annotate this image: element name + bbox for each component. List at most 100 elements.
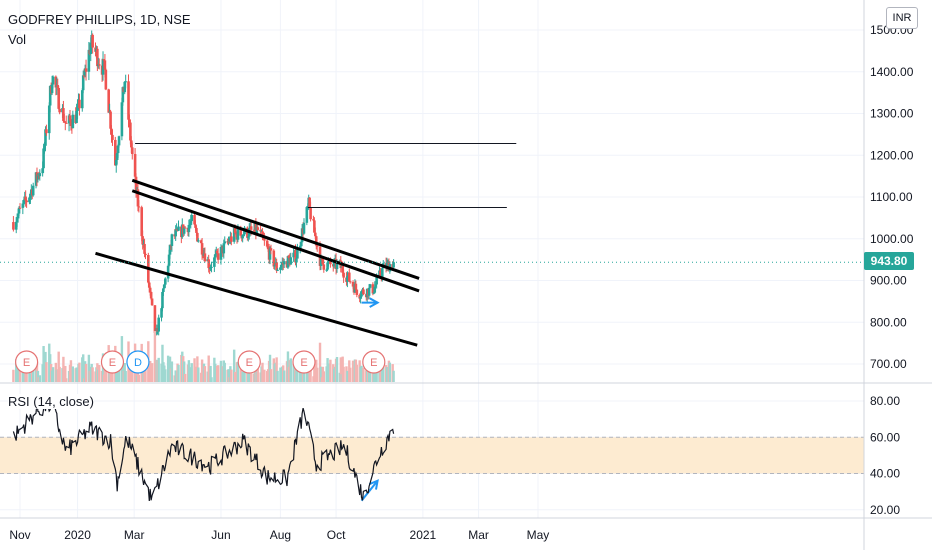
candle-body xyxy=(341,265,344,273)
volume-bar xyxy=(124,370,127,382)
candle-body xyxy=(21,203,25,208)
event-marker: E xyxy=(237,350,261,374)
volume-bar xyxy=(18,369,22,382)
candle-body xyxy=(43,145,46,149)
candle-body xyxy=(239,228,243,236)
volume-bar xyxy=(275,357,278,382)
candle-body xyxy=(64,122,68,124)
volume-bar xyxy=(319,366,323,382)
volume-bar xyxy=(286,351,290,382)
candle-body xyxy=(12,222,15,230)
event-marker: E xyxy=(15,350,39,374)
candle-body xyxy=(223,241,227,244)
candle-body xyxy=(31,185,35,196)
candle-body xyxy=(128,119,131,123)
candle-body xyxy=(190,215,194,222)
time-axis-tick: 2020 xyxy=(64,528,91,542)
candle-body xyxy=(29,193,32,198)
volume-bar xyxy=(362,367,365,382)
candle-body xyxy=(62,108,65,121)
candle-body xyxy=(300,228,304,243)
volume-bar xyxy=(203,366,207,382)
event-marker: E xyxy=(362,350,386,374)
volume-bar xyxy=(64,365,67,382)
candle-body xyxy=(58,108,61,113)
volume-bar xyxy=(51,367,55,382)
volume-bar xyxy=(375,366,378,382)
candle-body xyxy=(168,244,172,255)
candle-body xyxy=(241,234,244,239)
volume-bar xyxy=(214,363,217,382)
candle-body xyxy=(372,292,376,294)
candle-body xyxy=(78,99,81,109)
volume-bar xyxy=(219,360,223,382)
volume-bar xyxy=(316,367,319,382)
candle-body xyxy=(45,129,48,134)
candle-body xyxy=(166,265,170,279)
candle-body xyxy=(183,227,187,229)
volume-bar xyxy=(388,362,392,382)
candle-body xyxy=(320,258,324,260)
time-axis-tick: Oct xyxy=(327,528,346,542)
candle-body xyxy=(266,246,270,250)
candle-body xyxy=(116,145,120,154)
volume-bar xyxy=(223,362,226,382)
candle-body xyxy=(210,266,213,268)
candle-body xyxy=(246,227,249,238)
candle-body xyxy=(163,278,167,285)
candle-body xyxy=(314,236,318,246)
candle-body xyxy=(322,264,326,270)
volume-bar xyxy=(32,368,35,382)
volume-bar xyxy=(87,354,91,382)
volume-bar xyxy=(197,367,200,382)
candle-body xyxy=(367,287,371,296)
candle-body xyxy=(286,256,290,268)
candle-body xyxy=(42,148,45,169)
candle-body xyxy=(375,277,378,285)
candle-body xyxy=(143,243,146,254)
candle-body xyxy=(153,305,157,333)
currency-button[interactable]: INR xyxy=(886,7,918,29)
event-marker-circle xyxy=(362,350,386,374)
candle-body xyxy=(287,256,291,258)
candle-body xyxy=(379,270,382,276)
candle-body xyxy=(296,248,299,259)
candle-body xyxy=(219,246,223,260)
candle-body xyxy=(107,89,110,113)
volume-bar xyxy=(25,371,28,382)
volume-label: Vol xyxy=(8,32,27,47)
volume-bar xyxy=(137,374,141,382)
candle-body xyxy=(177,226,180,231)
candle-body xyxy=(110,128,113,135)
candle-body xyxy=(259,229,262,232)
candle-body xyxy=(193,215,196,225)
candle-body xyxy=(282,261,286,265)
candle-body xyxy=(163,284,166,289)
candle-body xyxy=(359,296,362,299)
volume-bar xyxy=(153,331,157,382)
candle-body xyxy=(265,240,269,247)
candle-body xyxy=(114,159,118,166)
candle-body xyxy=(81,75,85,91)
candle-body xyxy=(279,267,282,270)
candle-body xyxy=(150,298,154,306)
candle-body xyxy=(207,259,210,269)
candle-body xyxy=(24,196,27,201)
candle-body xyxy=(295,258,298,263)
volume-bar xyxy=(57,351,60,382)
candle-body xyxy=(147,282,151,288)
candle-body xyxy=(14,221,18,230)
candle-body xyxy=(162,288,165,292)
volume-bar xyxy=(339,357,342,382)
candle-body xyxy=(16,213,20,219)
volume-bar xyxy=(157,357,160,382)
candle-body xyxy=(236,228,240,240)
candle-body xyxy=(314,232,317,237)
candle-body xyxy=(371,284,375,294)
candle-body xyxy=(329,259,332,265)
candle-body xyxy=(263,238,266,241)
volume-bar xyxy=(269,369,273,382)
candles-group xyxy=(12,30,395,337)
candle-body xyxy=(194,224,197,228)
time-axis-tick: May xyxy=(527,528,550,542)
